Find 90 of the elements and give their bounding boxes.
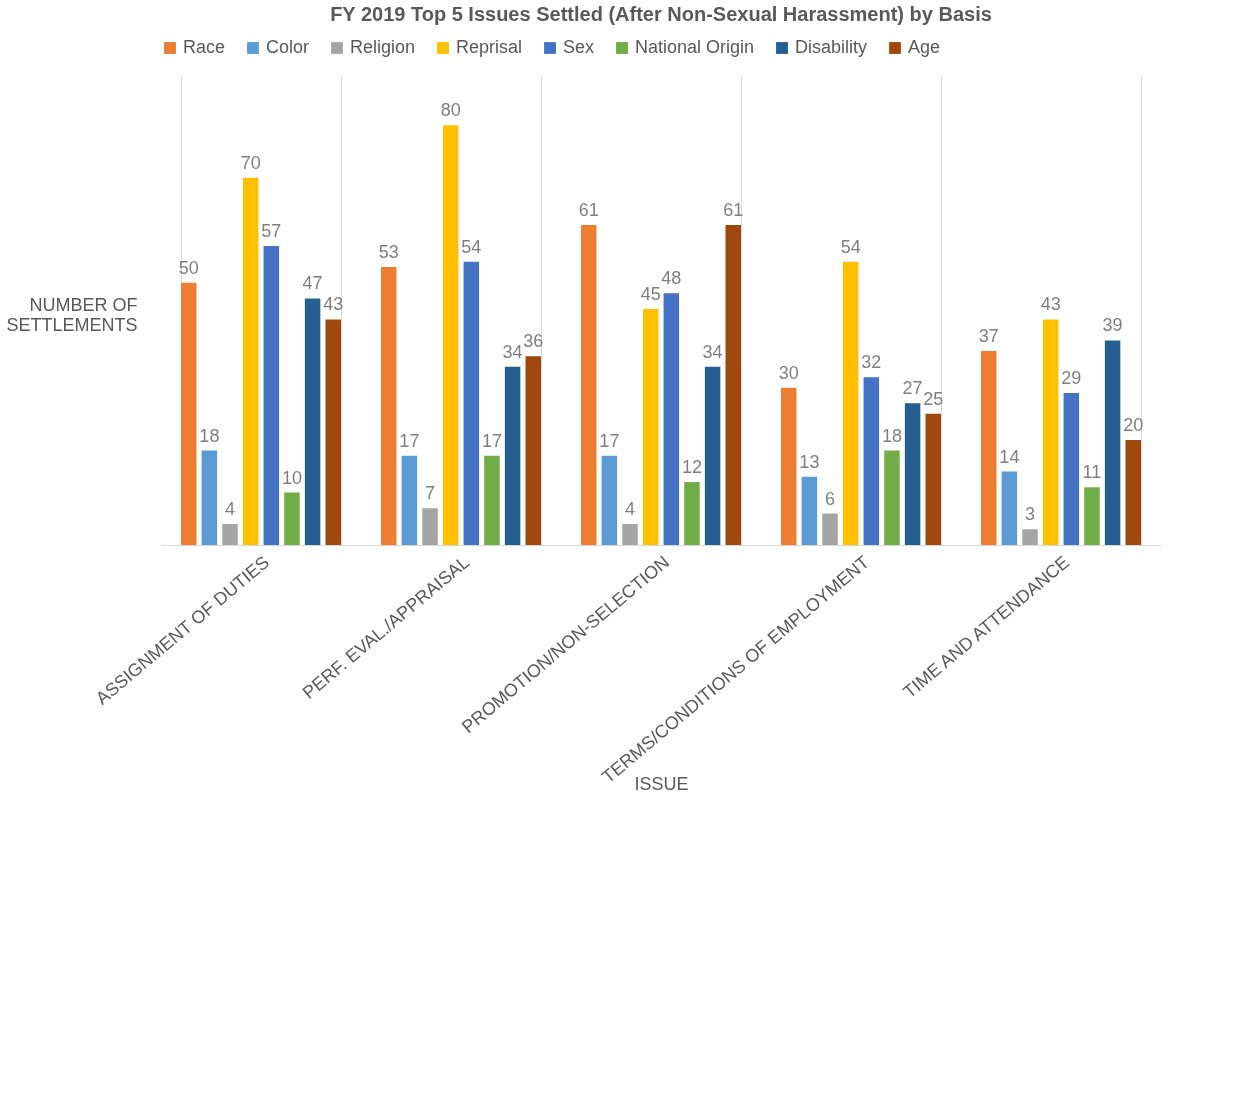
bar [242, 177, 259, 545]
bar [884, 450, 900, 545]
bar [401, 455, 418, 545]
bar [442, 125, 459, 545]
bar [925, 413, 941, 545]
data-label: 18 [881, 425, 902, 446]
data-label: 61 [723, 200, 744, 221]
data-label: 61 [578, 200, 599, 221]
data-label: 25 [923, 388, 944, 409]
bar [484, 455, 500, 545]
data-label: 17 [599, 430, 620, 451]
data-label: 10 [281, 467, 302, 488]
bar [663, 293, 680, 545]
data-label: 30 [778, 362, 799, 383]
bar [181, 282, 197, 545]
data-label: 7 [425, 483, 436, 504]
data-label: 6 [825, 488, 836, 509]
data-label: 4 [225, 499, 236, 520]
data-label: 20 [1123, 415, 1144, 436]
bar [304, 298, 321, 545]
bar [601, 455, 618, 545]
bar [822, 513, 838, 545]
bar [781, 387, 797, 545]
chart-title: FY 2019 Top 5 Issues Settled (After Non-Sexual Harassment) by Basis [330, 3, 992, 25]
bar [725, 225, 741, 545]
bar [463, 261, 480, 545]
bar [1001, 471, 1018, 545]
data-label: 32 [861, 352, 882, 373]
bar [581, 225, 597, 545]
legend-label: Color [266, 37, 310, 57]
data-label: 39 [1102, 315, 1123, 336]
data-label: 13 [799, 451, 820, 472]
data-label: 17 [399, 430, 420, 451]
bar [422, 508, 438, 545]
data-label: 43 [323, 294, 344, 315]
data-label: 3 [1025, 504, 1036, 525]
bar [222, 524, 238, 545]
legend-label: Disability [795, 37, 868, 57]
bar [842, 261, 859, 545]
bar [263, 246, 280, 545]
data-label: 48 [661, 268, 682, 289]
data-label: 45 [640, 283, 661, 304]
bar [642, 308, 659, 545]
bar [504, 366, 521, 545]
legend-label: Age [908, 37, 941, 57]
data-label: 11 [1082, 462, 1102, 483]
data-label: 57 [261, 221, 282, 241]
bar [525, 356, 541, 545]
bar [1104, 340, 1121, 545]
legend-label: Race [183, 37, 226, 57]
data-label: 80 [440, 100, 461, 121]
data-label: 34 [702, 341, 723, 362]
data-label: 27 [902, 378, 923, 399]
data-label: 12 [681, 457, 702, 478]
bar [1042, 319, 1059, 545]
bar [981, 350, 997, 545]
bar [381, 266, 397, 545]
bar [1022, 529, 1038, 545]
data-label: 14 [999, 446, 1020, 467]
bar [201, 450, 218, 545]
data-label: 43 [1040, 294, 1061, 315]
bar [904, 403, 921, 545]
bar [863, 377, 880, 545]
data-label: 29 [1061, 367, 1082, 388]
data-label: 37 [978, 325, 999, 346]
legend-label: Religion [350, 37, 416, 57]
data-label: 18 [199, 425, 220, 446]
bar [684, 482, 700, 545]
data-label: 34 [502, 341, 523, 362]
data-label: 50 [178, 257, 199, 278]
data-label: 36 [523, 331, 544, 352]
legend-label: National Origin [635, 37, 755, 57]
y-axis-title: NUMBER OF SETTLEMENTS [6, 294, 138, 335]
bar [704, 366, 721, 545]
bar [801, 476, 818, 545]
data-label: 54 [840, 236, 861, 257]
data-label: 4 [625, 499, 636, 520]
bar [325, 319, 341, 545]
bar [1084, 487, 1100, 545]
bar [284, 492, 300, 545]
data-label: 53 [378, 241, 399, 262]
legend-label: Reprisal [456, 37, 523, 57]
bar [1125, 440, 1141, 545]
bar [1063, 392, 1080, 545]
data-label: 47 [302, 273, 323, 294]
data-label: 54 [461, 236, 482, 257]
data-label: 17 [481, 430, 502, 451]
legend-label: Sex [563, 37, 595, 57]
data-label: 70 [240, 152, 261, 173]
bar [622, 524, 638, 545]
